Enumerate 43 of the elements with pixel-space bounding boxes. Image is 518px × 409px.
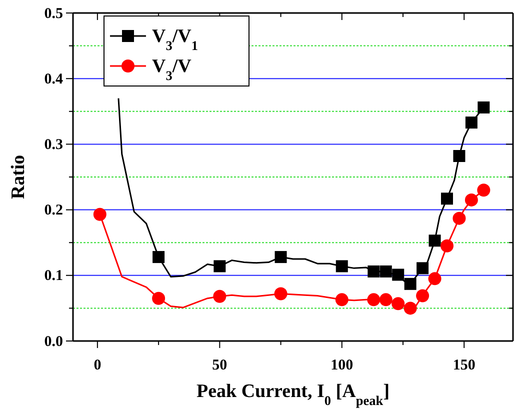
point — [380, 265, 392, 278]
point — [428, 272, 442, 286]
y-tick-label: 0.0 — [44, 334, 63, 350]
point — [404, 278, 416, 290]
point — [214, 260, 226, 272]
point — [404, 302, 417, 315]
y-tick-label: 0.4 — [44, 71, 64, 88]
point — [465, 116, 478, 129]
point — [392, 268, 404, 281]
x-tick-label: 150 — [452, 358, 476, 374]
x-tick-label: 50 — [212, 358, 228, 374]
point — [453, 150, 466, 162]
point — [477, 184, 490, 197]
point — [93, 208, 106, 221]
y-tick-label: 0.5 — [44, 6, 63, 22]
x-axis-title: Peak Current, I$_{0}$ [A$_{peak}$] — [196, 381, 390, 408]
point — [368, 265, 380, 278]
y-axis-title: Ratio — [8, 154, 29, 200]
point — [367, 293, 380, 306]
point — [428, 234, 441, 247]
y-tick-label: 0.3 — [44, 137, 63, 153]
y-tick-label: 0.1 — [44, 268, 63, 284]
legend-label: V$_{3}$/V — [152, 56, 192, 82]
y-tick-label: 0.2 — [44, 202, 63, 219]
point — [452, 212, 466, 225]
point — [478, 101, 490, 114]
legend-label: V$_{3}$/V$_{1}$ — [152, 26, 198, 52]
point — [440, 239, 454, 252]
point — [152, 292, 166, 305]
x-tick-label: 0 — [94, 358, 102, 374]
point — [152, 251, 165, 264]
point — [274, 251, 287, 264]
point — [335, 293, 348, 306]
point — [464, 193, 478, 206]
point — [274, 287, 288, 300]
x-tick-label: 100 — [330, 358, 354, 374]
point — [392, 297, 405, 310]
point — [336, 260, 348, 272]
point — [379, 293, 392, 306]
point — [416, 262, 429, 274]
point — [416, 289, 430, 302]
point — [213, 290, 226, 303]
point — [441, 192, 453, 205]
